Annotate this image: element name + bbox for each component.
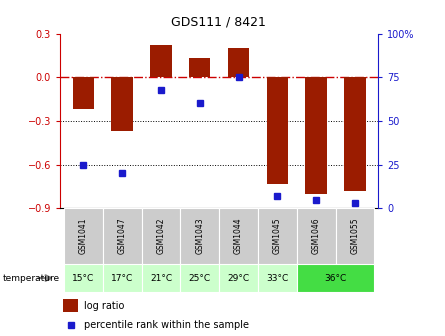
Text: 21°C: 21°C (150, 274, 172, 283)
Text: GSM1044: GSM1044 (234, 218, 243, 254)
Text: GDS111 / 8421: GDS111 / 8421 (170, 15, 266, 28)
Bar (112, 77, 133, 131)
Bar (336, 208, 374, 264)
Text: GSM1055: GSM1055 (351, 218, 360, 254)
Bar (258, 264, 297, 292)
Bar (219, 264, 258, 292)
Bar (180, 208, 219, 264)
Bar (297, 208, 336, 264)
Bar (306, 77, 327, 194)
Bar (267, 77, 288, 183)
Bar (63, 299, 77, 312)
Bar (73, 77, 94, 109)
Bar (258, 208, 297, 264)
Text: 36°C: 36°C (324, 274, 347, 283)
Bar (344, 77, 366, 191)
Bar (219, 208, 258, 264)
Bar (142, 264, 180, 292)
Text: GSM1047: GSM1047 (117, 218, 127, 254)
Bar (228, 48, 249, 77)
Text: 33°C: 33°C (266, 274, 288, 283)
Text: percentile rank within the sample: percentile rank within the sample (84, 320, 249, 330)
Bar (64, 264, 103, 292)
Bar (103, 264, 142, 292)
Text: 15°C: 15°C (72, 274, 94, 283)
Text: GSM1041: GSM1041 (79, 218, 88, 254)
Text: log ratio: log ratio (84, 301, 124, 311)
Text: 17°C: 17°C (111, 274, 134, 283)
Bar (103, 208, 142, 264)
Text: GSM1045: GSM1045 (273, 218, 282, 254)
Bar (142, 208, 180, 264)
Text: GSM1042: GSM1042 (157, 218, 166, 254)
Bar (189, 58, 210, 77)
Text: 25°C: 25°C (189, 274, 211, 283)
Text: temperature: temperature (2, 274, 59, 283)
Bar (150, 45, 172, 77)
Bar (297, 264, 374, 292)
Bar (180, 264, 219, 292)
Text: GSM1046: GSM1046 (312, 218, 321, 254)
Bar (64, 208, 103, 264)
Text: 29°C: 29°C (227, 274, 250, 283)
Text: GSM1043: GSM1043 (195, 218, 204, 254)
